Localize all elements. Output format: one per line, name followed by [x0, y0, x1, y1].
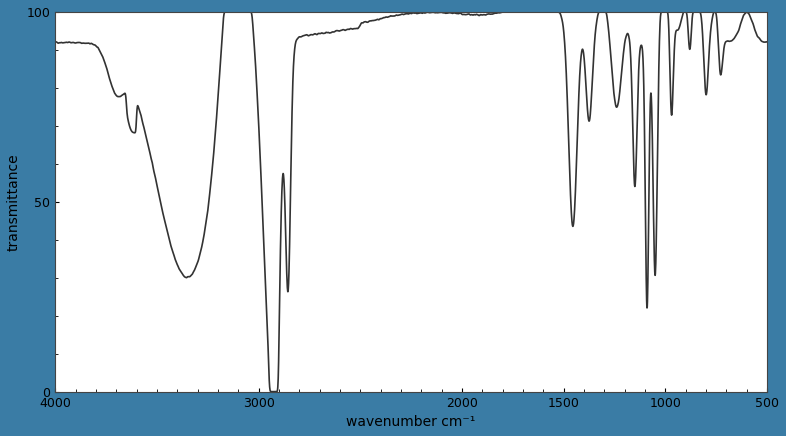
- X-axis label: wavenumber cm⁻¹: wavenumber cm⁻¹: [347, 415, 476, 429]
- Y-axis label: transmittance: transmittance: [7, 153, 21, 251]
